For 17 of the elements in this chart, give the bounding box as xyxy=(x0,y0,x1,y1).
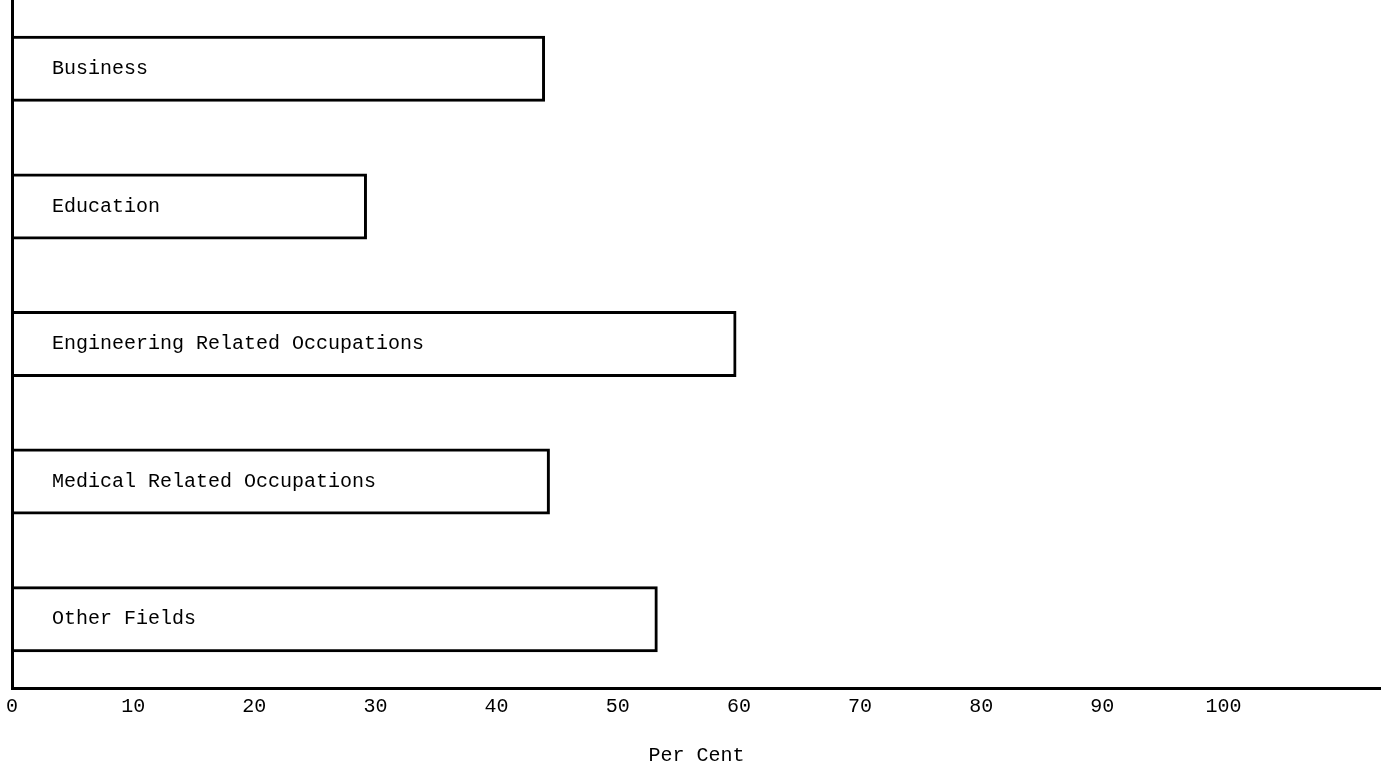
x-tick-label: 70 xyxy=(848,695,873,719)
x-tick-label: 90 xyxy=(1090,695,1115,719)
x-tick-label: 50 xyxy=(605,695,630,719)
y-tick-label: Business xyxy=(52,57,149,81)
y-tick-label: Engineering Related Occupations xyxy=(52,332,425,356)
x-tick-label: 40 xyxy=(484,695,509,719)
x-tick-label: 20 xyxy=(242,695,267,719)
x-axis-title: Per Cent xyxy=(648,744,745,768)
y-tick-label: Medical Related Occupations xyxy=(52,469,377,493)
x-tick-label: 100 xyxy=(1205,695,1242,719)
x-tick-label: 0 xyxy=(5,695,19,719)
y-tick-label: Education xyxy=(52,194,161,218)
x-tick-label: 30 xyxy=(363,695,388,719)
x-tick-label: 60 xyxy=(726,695,751,719)
x-tick-label: 10 xyxy=(121,695,146,719)
x-tick-label: 80 xyxy=(969,695,994,719)
y-tick-label: Other Fields xyxy=(52,607,197,631)
